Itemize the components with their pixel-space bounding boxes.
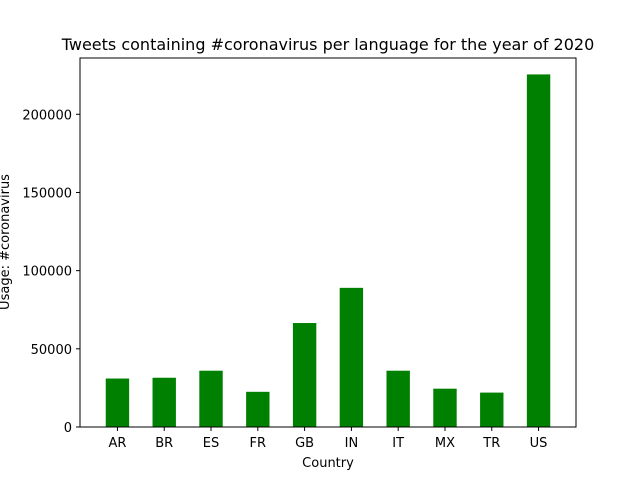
y-tick-label: 0 (64, 421, 72, 436)
x-tick-label: ES (203, 436, 219, 451)
bar-mx (433, 388, 457, 427)
y-tick-label: 150000 (22, 186, 72, 201)
y-axis-title: Usage: #coronavirus (0, 174, 13, 310)
x-tick-label: MX (435, 436, 455, 451)
bar-it (386, 370, 410, 427)
bar-ar (105, 378, 130, 427)
x-tick-label: BR (155, 436, 173, 451)
bar-gb (292, 323, 317, 427)
x-axis-ticks: AR BR ES FR GB IN IT MX TR US (108, 427, 547, 451)
x-tick-label: IT (392, 436, 404, 451)
y-tick-label: 200000 (22, 108, 72, 123)
bar-us (526, 74, 551, 428)
bar-fr (246, 391, 270, 427)
bar-es (199, 370, 223, 427)
x-tick-label: GB (295, 436, 314, 451)
x-tick-label: FR (250, 436, 267, 451)
y-tick-label: 50000 (31, 343, 72, 358)
bar-in (339, 287, 364, 427)
plot-frame (79, 57, 577, 428)
x-axis-title: Country (302, 456, 354, 471)
x-tick-label: US (530, 436, 548, 451)
chart-title: Tweets containing #coronavirus per langu… (61, 35, 595, 54)
x-tick-label: TR (482, 436, 500, 451)
bar-br (152, 377, 176, 427)
x-tick-label: IN (345, 436, 359, 451)
y-axis-ticks: 0 50000 100000 150000 200000 (22, 108, 80, 436)
x-tick-label: AR (108, 436, 126, 451)
y-tick-label: 100000 (22, 265, 72, 280)
bars-group (105, 74, 551, 428)
bar-tr (480, 392, 504, 427)
